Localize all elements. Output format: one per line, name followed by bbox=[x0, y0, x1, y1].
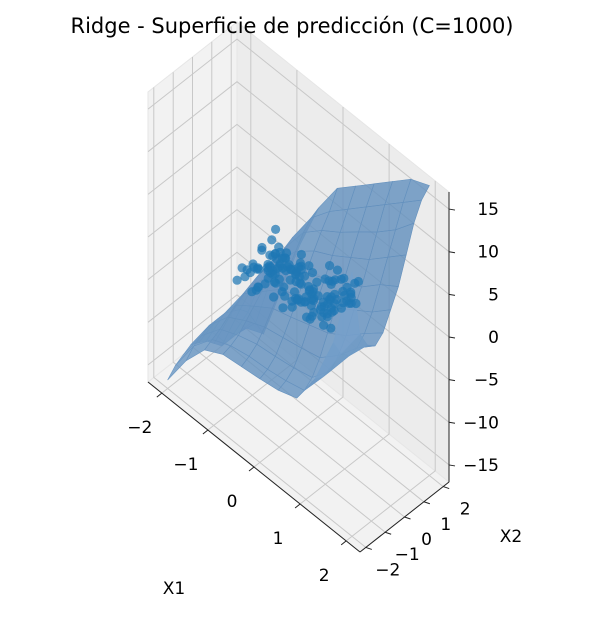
data-point bbox=[271, 278, 281, 288]
grid-lines bbox=[147, 26, 450, 548]
data-point bbox=[332, 265, 343, 275]
data-point bbox=[277, 287, 287, 297]
data-point bbox=[296, 265, 306, 275]
data-point bbox=[263, 265, 273, 275]
data-point bbox=[303, 281, 314, 292]
data-point bbox=[353, 276, 363, 287]
x-tick-label: 0 bbox=[227, 492, 238, 512]
data-point bbox=[300, 297, 310, 307]
data-point bbox=[323, 299, 333, 309]
x-tick bbox=[340, 540, 347, 546]
data-point bbox=[322, 292, 332, 302]
y-axis-label: X2 bbox=[500, 527, 522, 547]
x-tick bbox=[294, 503, 301, 509]
y-tick bbox=[404, 516, 411, 520]
z-tick bbox=[448, 464, 456, 467]
z-tick-label: 5 bbox=[488, 285, 499, 305]
data-point bbox=[313, 291, 323, 301]
x-axis-label: X1 bbox=[163, 579, 185, 599]
y-tick bbox=[423, 501, 431, 505]
data-point bbox=[232, 275, 242, 285]
data-point bbox=[346, 287, 356, 297]
data-point bbox=[257, 245, 267, 255]
chart-title: Ridge - Superficie de predicción (C=1000… bbox=[70, 14, 514, 38]
grid-line bbox=[345, 180, 436, 542]
z-tick-label: 15 bbox=[477, 200, 499, 220]
data-point bbox=[302, 312, 312, 322]
data-point bbox=[237, 263, 247, 273]
z-tick bbox=[448, 208, 456, 211]
data-point bbox=[269, 292, 279, 302]
data-point bbox=[326, 323, 336, 333]
data-point bbox=[267, 235, 277, 245]
z-tick bbox=[448, 336, 456, 339]
data-point bbox=[315, 305, 325, 315]
grid-line bbox=[147, 251, 450, 423]
y-tick bbox=[365, 546, 372, 550]
z-tick bbox=[448, 379, 456, 382]
y-tick-label: 0 bbox=[421, 530, 432, 550]
data-point bbox=[289, 287, 300, 297]
prediction-surface bbox=[167, 178, 430, 399]
y-tick bbox=[384, 531, 392, 535]
data-point bbox=[268, 251, 278, 261]
data-point bbox=[293, 294, 304, 304]
x-tick bbox=[248, 466, 255, 472]
data-point bbox=[325, 261, 335, 271]
data-point bbox=[307, 268, 318, 278]
z-tick bbox=[448, 421, 456, 424]
z-tick bbox=[448, 293, 456, 296]
data-point bbox=[304, 261, 314, 271]
data-point bbox=[319, 320, 329, 330]
y-tick-label: 1 bbox=[440, 515, 451, 535]
data-point bbox=[275, 261, 285, 271]
data-point bbox=[336, 274, 346, 284]
data-point bbox=[278, 303, 288, 313]
data-point bbox=[288, 264, 299, 274]
z-tick-labels: −15 −10 −5 0 5 10 15 bbox=[448, 200, 499, 476]
data-point bbox=[271, 224, 281, 234]
z-tick bbox=[448, 251, 456, 254]
y-tick-label: −2 bbox=[375, 560, 400, 580]
x-tick-label: −1 bbox=[173, 455, 198, 475]
data-point bbox=[240, 272, 250, 282]
x-tick bbox=[202, 429, 209, 435]
x-tick bbox=[156, 392, 163, 398]
x-tick-labels: −2 −1 0 1 2 bbox=[127, 392, 347, 586]
data-point bbox=[330, 289, 340, 299]
z-tick-label: −10 bbox=[463, 413, 499, 433]
x-tick-label: 2 bbox=[319, 566, 330, 586]
x-tick-label: −2 bbox=[127, 418, 152, 438]
data-point bbox=[274, 242, 284, 252]
grid-line bbox=[147, 38, 450, 210]
data-point bbox=[338, 298, 348, 308]
y-tick-label: 2 bbox=[460, 500, 471, 520]
data-points bbox=[232, 224, 363, 333]
grid-line bbox=[147, 294, 450, 466]
z-tick-label: 10 bbox=[477, 243, 499, 263]
x-tick-label: 1 bbox=[273, 529, 284, 549]
data-point bbox=[351, 298, 361, 309]
data-point bbox=[281, 248, 292, 258]
y-tick-label: −1 bbox=[395, 545, 420, 565]
z-tick-label: 0 bbox=[488, 328, 499, 348]
data-point bbox=[296, 249, 306, 260]
data-point bbox=[263, 273, 273, 283]
data-point bbox=[252, 264, 262, 274]
z-tick-label: −15 bbox=[463, 456, 499, 476]
grid-line bbox=[153, 87, 367, 548]
data-point bbox=[312, 277, 322, 287]
data-point bbox=[296, 279, 306, 289]
y-tick bbox=[443, 486, 450, 490]
grid-line bbox=[172, 72, 386, 533]
z-tick-label: −5 bbox=[474, 371, 499, 391]
data-point bbox=[253, 282, 263, 292]
data-point bbox=[322, 309, 332, 319]
